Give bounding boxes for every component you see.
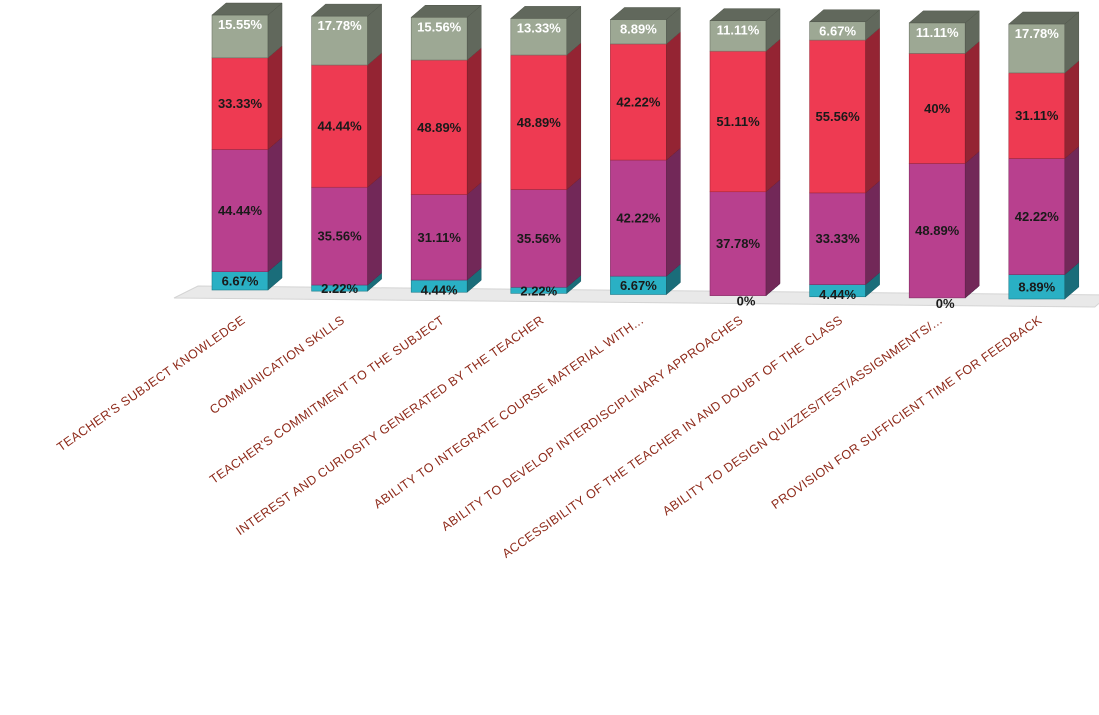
bar-top-cap — [1008, 11, 1080, 25]
segment-value-label: 4.44% — [819, 287, 856, 302]
segment-value-label: 0% — [936, 296, 955, 311]
bar-segment-front — [410, 194, 468, 281]
bar-segment-front — [908, 53, 966, 164]
bar-segment-front — [510, 54, 568, 190]
bar-stack — [1008, 11, 1080, 300]
bars-group — [211, 2, 1080, 300]
bar-top-cap — [211, 2, 283, 16]
chart-floor — [173, 285, 1099, 308]
segment-value-label: 15.55% — [218, 17, 263, 32]
segment-value-label: 35.56% — [517, 231, 562, 246]
segment-value-label: 13.33% — [517, 20, 562, 35]
bar-segment-side — [566, 42, 582, 191]
segment-value-label: 2.22% — [520, 283, 557, 298]
bar-stack — [808, 9, 881, 298]
segment-value-label: 40% — [924, 101, 950, 116]
segment-value-label: 0% — [737, 294, 756, 309]
category-labels-group: TEACHER'S SUBJECT KNOWLEDGECOMMUNICATION… — [54, 313, 1044, 561]
bar-stack — [510, 5, 582, 294]
segment-value-label: 48.89% — [517, 115, 562, 130]
segment-value-label: 6.67% — [222, 273, 259, 288]
bar-stack — [908, 10, 980, 299]
category-label: TEACHER'S SUBJECT KNOWLEDGE — [54, 313, 247, 454]
segment-value-label: 8.89% — [1018, 279, 1055, 294]
bar-segment-side — [1064, 145, 1080, 276]
segment-value-label: 44.44% — [318, 119, 363, 134]
bar-segment-front — [709, 50, 767, 193]
bar-top-cap — [808, 9, 881, 22]
segment-value-label: 48.89% — [417, 120, 462, 135]
segment-value-label: 11.11% — [916, 25, 959, 40]
bar-segment-side — [666, 147, 681, 277]
segment-value-label: 17.78% — [1015, 26, 1060, 41]
bar-segment-side — [765, 38, 781, 193]
bar-segment-side — [964, 150, 980, 299]
segment-value-label: 33.33% — [816, 231, 861, 246]
segment-value-label: 17.78% — [318, 18, 363, 33]
bar-stack — [211, 2, 283, 291]
segment-value-label: 33.33% — [218, 96, 263, 111]
bar-segment-side — [466, 47, 482, 196]
bar-stack — [310, 3, 383, 292]
bar-segment-side — [267, 45, 283, 150]
bar-segment-front — [510, 189, 568, 288]
bar-top-cap — [908, 10, 980, 24]
segment-value-label: 42.22% — [616, 95, 661, 110]
bar-segment-side — [865, 180, 880, 286]
bar-segment-front — [908, 163, 966, 299]
bar-segment-side — [865, 27, 880, 194]
bar-segment-side — [466, 181, 482, 281]
segment-value-label: 44.44% — [218, 203, 263, 218]
segment-value-label: 15.56% — [417, 19, 462, 34]
bar-top-cap — [310, 3, 383, 17]
segment-value-label: 37.78% — [716, 236, 761, 251]
bar-segment-front — [211, 14, 269, 59]
bar-top-cap — [410, 5, 482, 18]
bar-segment-side — [964, 40, 980, 164]
segment-value-label: 51.11% — [716, 114, 760, 129]
segment-value-label: 4.44% — [421, 282, 458, 297]
bar-stack — [709, 8, 781, 297]
bar-top-cap — [510, 6, 582, 19]
bar-segment-front — [908, 22, 966, 54]
segment-value-label: 2.22% — [321, 281, 358, 296]
bar-segment-front — [1008, 274, 1066, 300]
bar-segment-front — [311, 186, 368, 286]
bar-segment-side — [765, 179, 781, 297]
bar-segment-front — [211, 57, 269, 150]
chart-floor-plane — [173, 285, 1099, 308]
segment-value-label: 6.67% — [819, 23, 856, 38]
segment-value-label: 6.67% — [620, 278, 657, 293]
segment-value-label: 55.56% — [816, 109, 861, 124]
bar-segment-side — [666, 31, 681, 161]
bar-stack — [609, 6, 682, 296]
bar-segment-front — [311, 64, 368, 188]
segment-value-label: 11.11% — [717, 23, 760, 38]
bar-segment-side — [267, 136, 283, 273]
bar-top-cap — [609, 7, 682, 20]
segment-value-label: 8.89% — [620, 22, 657, 37]
bar-segment-front — [510, 18, 568, 56]
segment-labels-group: 6.67% 44.44% 33.33% 15.55% 2.22% 35.56% 44.44%… — [218, 17, 1059, 311]
bar-segment-side — [367, 174, 382, 286]
bar-top-cap — [709, 8, 781, 21]
bar-segment-side — [367, 52, 382, 188]
bar-segment-side — [566, 176, 582, 288]
bar-segment-front — [709, 191, 767, 296]
bar-segment-front — [1008, 72, 1066, 159]
bar-stack — [410, 4, 482, 293]
segment-value-label: 48.89% — [915, 223, 960, 238]
bar-segment-front — [610, 159, 667, 277]
bar-segment-front — [610, 43, 667, 161]
bar-segment-side — [1064, 60, 1080, 159]
category-label: ACCESSIBILITY OF THE TEACHER IN AND DOUB… — [500, 313, 846, 561]
segment-value-label: 31.11% — [418, 230, 462, 245]
segment-value-label: 42.22% — [1015, 209, 1060, 224]
segment-value-label: 35.56% — [318, 229, 363, 244]
segment-value-label: 31.11% — [1015, 108, 1059, 123]
segment-value-label: 42.22% — [616, 211, 661, 226]
